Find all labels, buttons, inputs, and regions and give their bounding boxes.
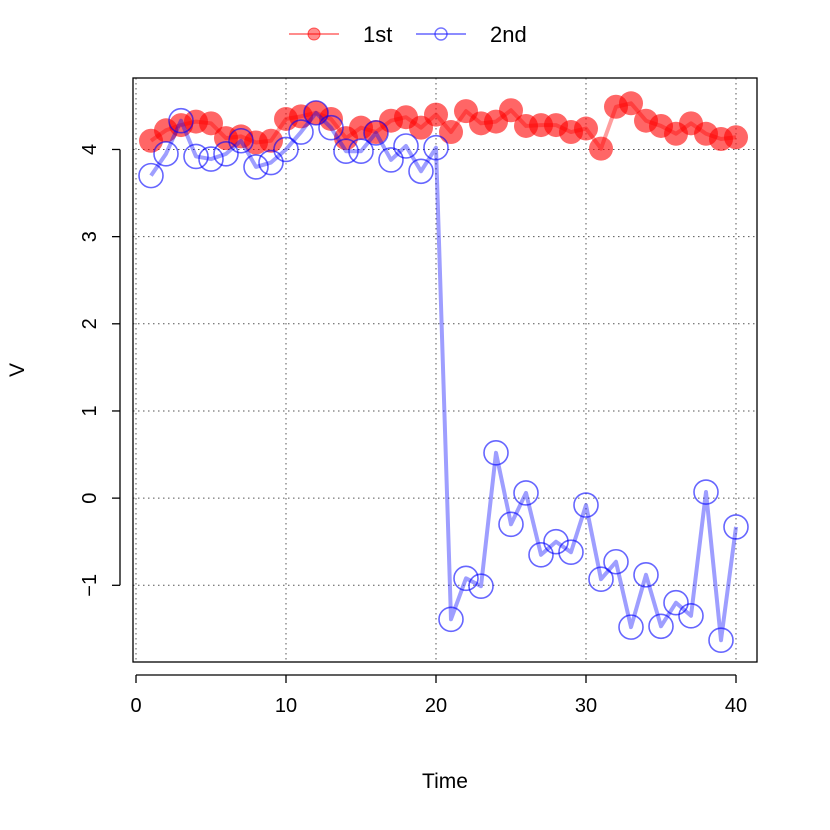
data-point: [723, 514, 749, 540]
data-point: [228, 127, 254, 154]
legend-item-2nd: 2nd: [416, 22, 527, 47]
data-point: [619, 91, 643, 116]
data-point: [483, 440, 509, 466]
legend-marker: [307, 27, 321, 41]
x-axis-title: Time: [422, 770, 468, 793]
data-point: [318, 114, 344, 141]
data-point: [543, 528, 569, 555]
data-point: [258, 149, 284, 176]
data-point: [259, 128, 283, 153]
x-tick-label: 20: [425, 695, 447, 717]
y-tick-label: 2: [79, 318, 101, 329]
plot-frame: [132, 77, 758, 663]
data-point: [468, 573, 494, 599]
data-point: [199, 111, 223, 136]
x-tick-label: 40: [725, 695, 747, 717]
data-point: [333, 138, 359, 165]
data-point: [588, 566, 614, 592]
data-point: [603, 548, 629, 575]
x-tick-label: 30: [575, 695, 597, 717]
x-tick-label: 10: [275, 695, 297, 717]
data-point: [423, 134, 449, 161]
legend-label: 2nd: [490, 22, 527, 47]
data-point: [574, 116, 598, 141]
data-point: [618, 614, 644, 640]
data-point: [213, 141, 239, 167]
data-point: [708, 627, 734, 654]
data-point: [348, 138, 374, 165]
data-point: [678, 603, 704, 629]
series-layer: [138, 91, 749, 654]
legend-item-1st: 1st: [289, 22, 392, 47]
y-tick-label: 3: [79, 231, 101, 242]
data-point: [153, 141, 179, 167]
data-point: [453, 565, 479, 592]
data-point: [424, 102, 448, 127]
data-point: [273, 136, 299, 163]
data-point: [438, 606, 464, 633]
data-point: [499, 98, 523, 123]
y-tick-label: 4: [79, 144, 101, 155]
data-point: [573, 492, 599, 518]
data-point: [724, 125, 748, 150]
data-point: [183, 143, 209, 170]
axes: 0 10 20 30 40 −1 0 1 2 3 4: [79, 144, 747, 717]
y-axis-title: V: [6, 363, 29, 377]
data-point: [243, 154, 269, 180]
y-tick-label: −1: [79, 574, 101, 597]
data-point: [393, 133, 419, 159]
legend: 1st 2nd: [289, 22, 527, 47]
data-point: [498, 511, 524, 538]
x-tick-label: 0: [130, 695, 141, 717]
data-point: [528, 541, 554, 568]
data-point: [693, 479, 719, 505]
data-point: [648, 613, 674, 640]
y-tick-label: 1: [79, 405, 101, 416]
data-point: [363, 120, 389, 146]
y-tick-label: 0: [79, 493, 101, 504]
data-point: [378, 147, 404, 173]
legend-marker: [434, 27, 448, 41]
data-point: [319, 106, 343, 131]
series-line: [149, 110, 738, 643]
data-point: [303, 100, 329, 126]
data-point: [168, 107, 194, 134]
data-point: [198, 146, 224, 172]
data-point: [408, 158, 434, 185]
series-2nd: [138, 100, 749, 654]
data-point: [288, 119, 314, 145]
data-point: [439, 120, 463, 145]
data-point: [138, 162, 164, 189]
data-point: [633, 562, 659, 588]
legend-label: 1st: [363, 22, 392, 47]
data-point: [513, 480, 539, 506]
data-point: [558, 539, 584, 565]
data-point: [663, 589, 689, 616]
data-point: [589, 136, 613, 161]
